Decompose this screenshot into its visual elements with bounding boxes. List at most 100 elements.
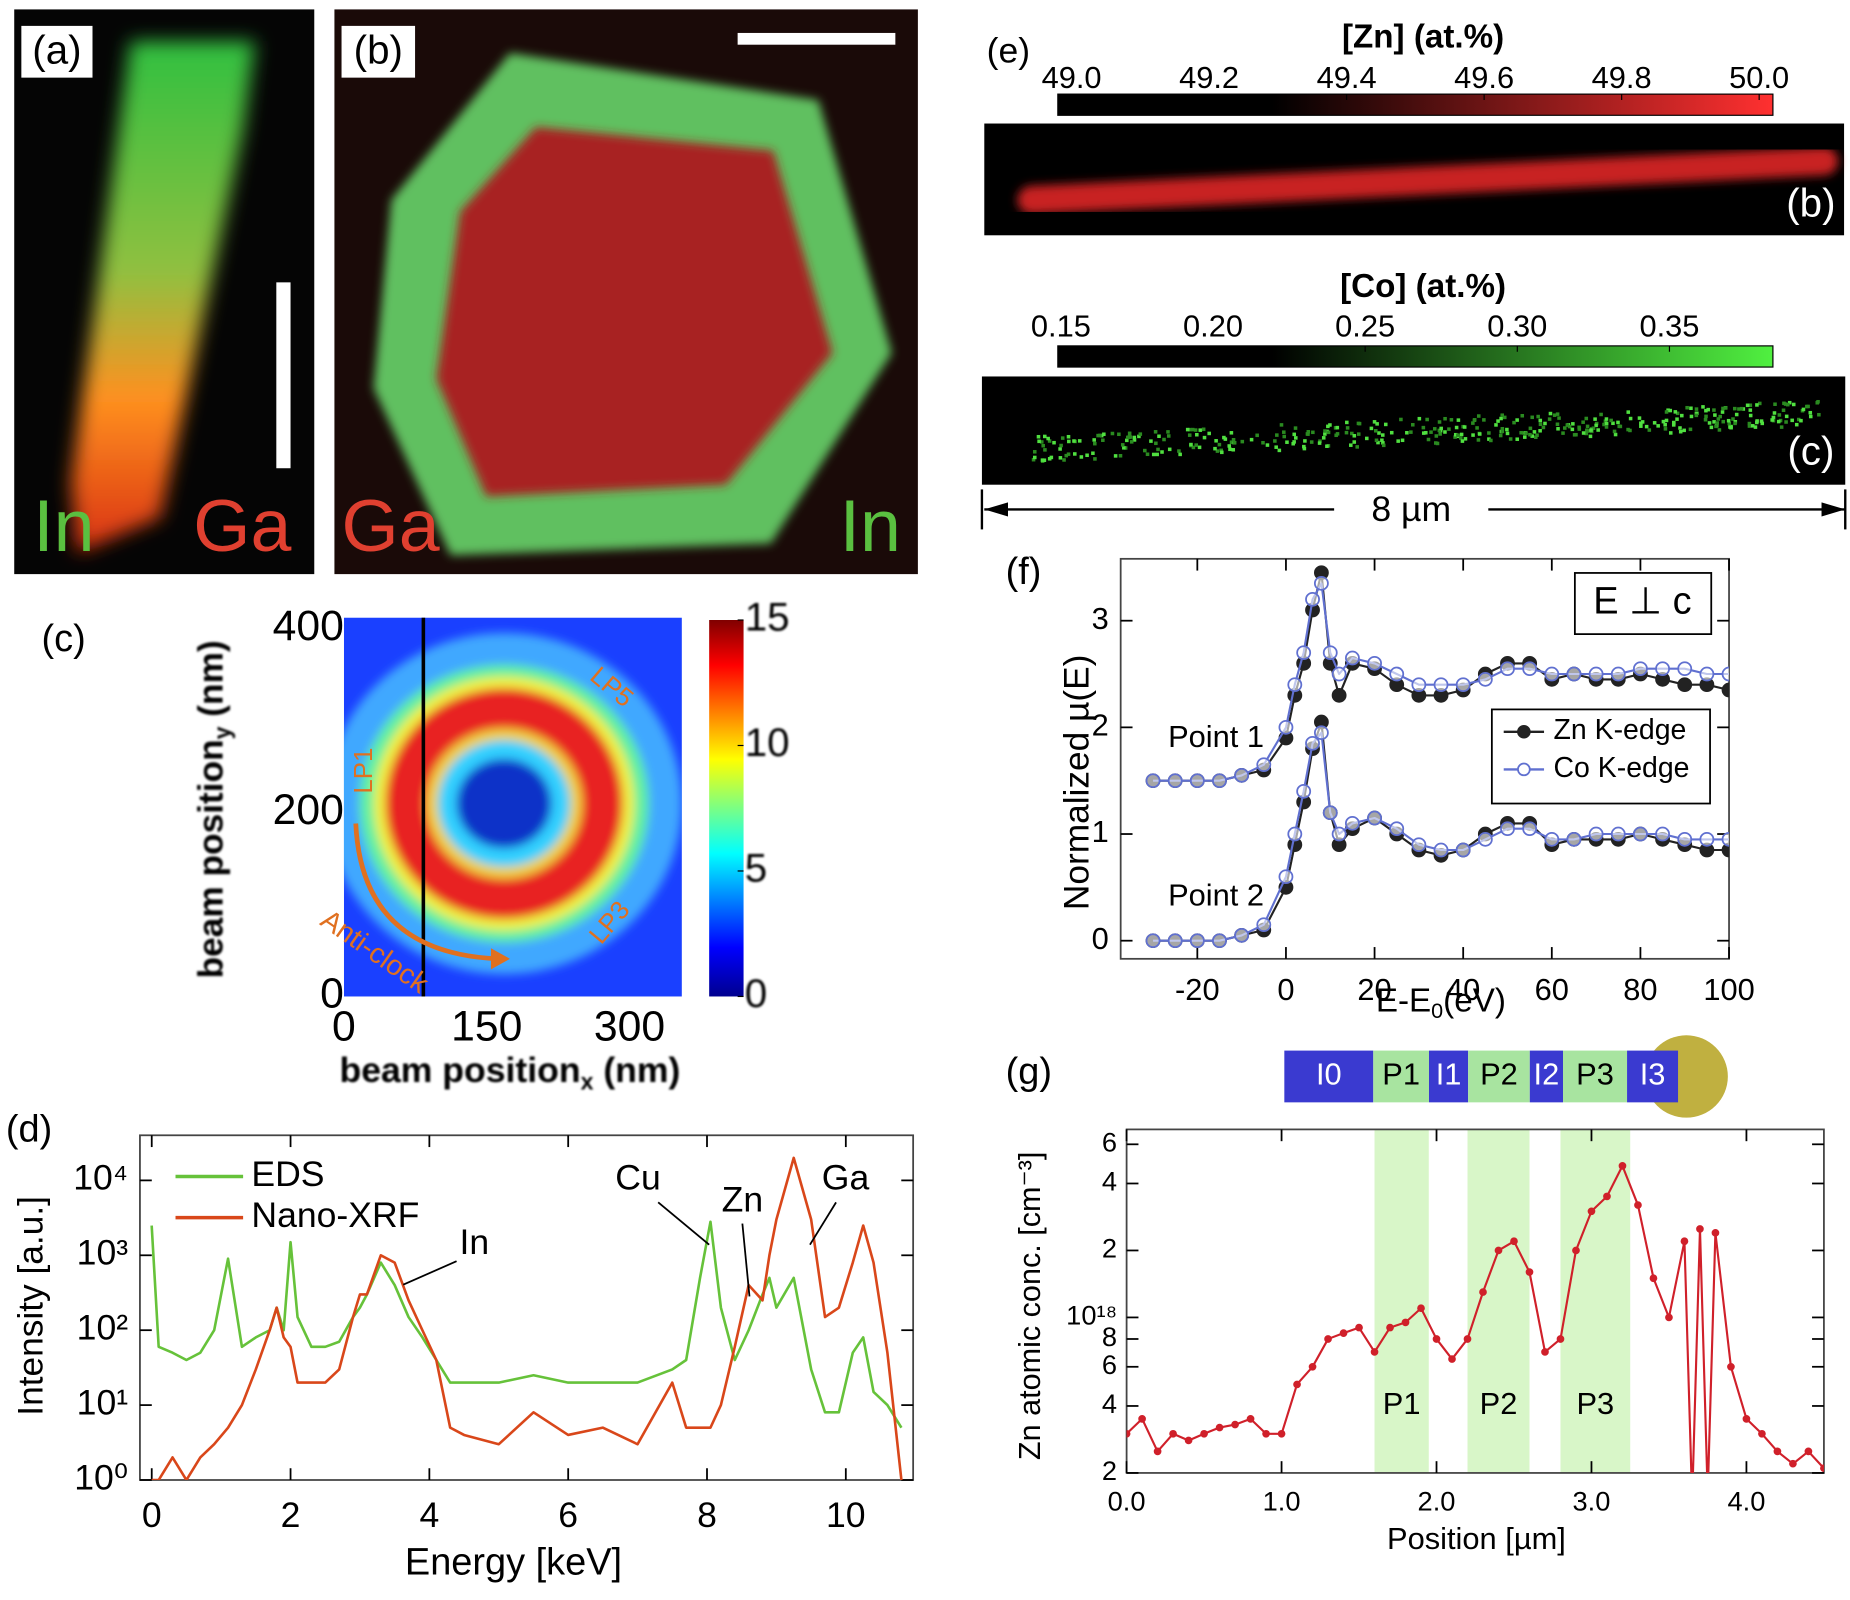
plot-frame (139, 1134, 915, 1481)
speckle (1202, 435, 1207, 440)
data-point (1339, 1329, 1348, 1337)
speckle (1500, 413, 1504, 417)
label-unit: (eV) (1443, 982, 1506, 1019)
speckle (1285, 440, 1289, 444)
speckle (1548, 411, 1553, 416)
x-tick-label: 4 (419, 1495, 439, 1535)
x-tick-label: 8 (697, 1495, 717, 1535)
speckle (1808, 414, 1813, 419)
y-tick-label: 10¹ (77, 1383, 129, 1423)
speckle (1727, 421, 1732, 426)
series-line (150, 1220, 903, 1429)
data-point (1331, 666, 1347, 682)
panel-label: (d) (6, 1109, 52, 1151)
speckle (1565, 423, 1570, 427)
speckle (1458, 436, 1463, 440)
speckle (1588, 434, 1593, 439)
data-point (1711, 1229, 1720, 1237)
speckle (1453, 432, 1458, 437)
speckle (1786, 402, 1790, 407)
speckle (1093, 441, 1097, 446)
speckle (1231, 447, 1236, 452)
data-point (1287, 826, 1303, 842)
data-point (1572, 1246, 1580, 1255)
speckle (1031, 457, 1036, 462)
speckle (1447, 427, 1451, 431)
speckle (1799, 418, 1803, 423)
x-tick-label: 40 (1446, 972, 1480, 1007)
annotation: In (460, 1222, 490, 1262)
speckle (1389, 430, 1394, 435)
speckle (1528, 426, 1533, 431)
speckle (1777, 413, 1782, 417)
speckle (1355, 445, 1360, 449)
plot-frame (1125, 1128, 1825, 1474)
speckle (1041, 443, 1045, 448)
x-tick-label: 100 (1703, 972, 1754, 1007)
speckle (1594, 423, 1598, 428)
speckle (1302, 444, 1306, 449)
co-signal (1031, 399, 1821, 463)
speckle (1166, 430, 1170, 434)
y-tick-label: 4 (1102, 1166, 1117, 1197)
speckle (1476, 438, 1481, 442)
speckle (1695, 411, 1699, 416)
colorbar-tick-label: 10 (745, 720, 790, 765)
speckle (1178, 452, 1182, 457)
data-point (1522, 661, 1538, 677)
speckle (1538, 429, 1542, 433)
label-subscript: 0 (1431, 999, 1443, 1023)
speckle (1720, 410, 1725, 414)
speckle (1143, 448, 1147, 453)
speckle (1748, 413, 1753, 418)
chart: (f) -20 0 20 40 60 80 100 0 1 2 3 Zn K-edge Co K-edge… (1006, 551, 1755, 1023)
data-point (1477, 672, 1493, 687)
speckle (1616, 420, 1620, 425)
speckle (1052, 440, 1056, 445)
data-point (1500, 821, 1515, 837)
data-point (1773, 1447, 1782, 1456)
speckle (1682, 428, 1686, 433)
speckle (1589, 428, 1593, 432)
speckle (1282, 434, 1287, 439)
speckle (1188, 427, 1192, 432)
colorbar-tick-label: 0 (745, 971, 767, 1016)
data-point (1313, 725, 1329, 741)
speckle (1356, 421, 1361, 426)
speckle (1505, 427, 1509, 432)
data-point (1231, 1420, 1239, 1429)
speckle (1591, 426, 1596, 430)
data-point (1610, 826, 1626, 842)
speckle (1476, 414, 1481, 418)
speckle (1328, 423, 1332, 427)
label-subscript: x (581, 1069, 594, 1095)
speckle (1425, 417, 1429, 422)
speckle (1459, 432, 1464, 437)
data-point (1234, 928, 1250, 943)
speckle (1639, 421, 1643, 426)
data-point (1277, 1429, 1286, 1438)
speckle (1073, 452, 1077, 456)
speckle (1349, 443, 1353, 447)
speckle (1487, 437, 1491, 441)
speckle (1062, 458, 1066, 462)
speckle (1806, 404, 1810, 409)
element-label: In (33, 485, 94, 567)
speckle (1584, 428, 1589, 433)
panel-label: (a) (32, 28, 81, 73)
speckle (1770, 418, 1774, 422)
speckle (1118, 454, 1123, 458)
speckle (1617, 424, 1622, 429)
speckle (1599, 412, 1603, 417)
colorbar-title: [Co] (at.%) (1340, 268, 1506, 305)
rotation-arrow (353, 823, 499, 962)
colorbar (1057, 345, 1774, 368)
speckle (1047, 457, 1052, 461)
speckle (1787, 400, 1792, 405)
speckle (1694, 407, 1699, 411)
data-point (1234, 768, 1250, 783)
speckle (1678, 429, 1683, 434)
speckle (1748, 403, 1753, 407)
speckle (1647, 428, 1652, 432)
data-point (1432, 1335, 1441, 1343)
